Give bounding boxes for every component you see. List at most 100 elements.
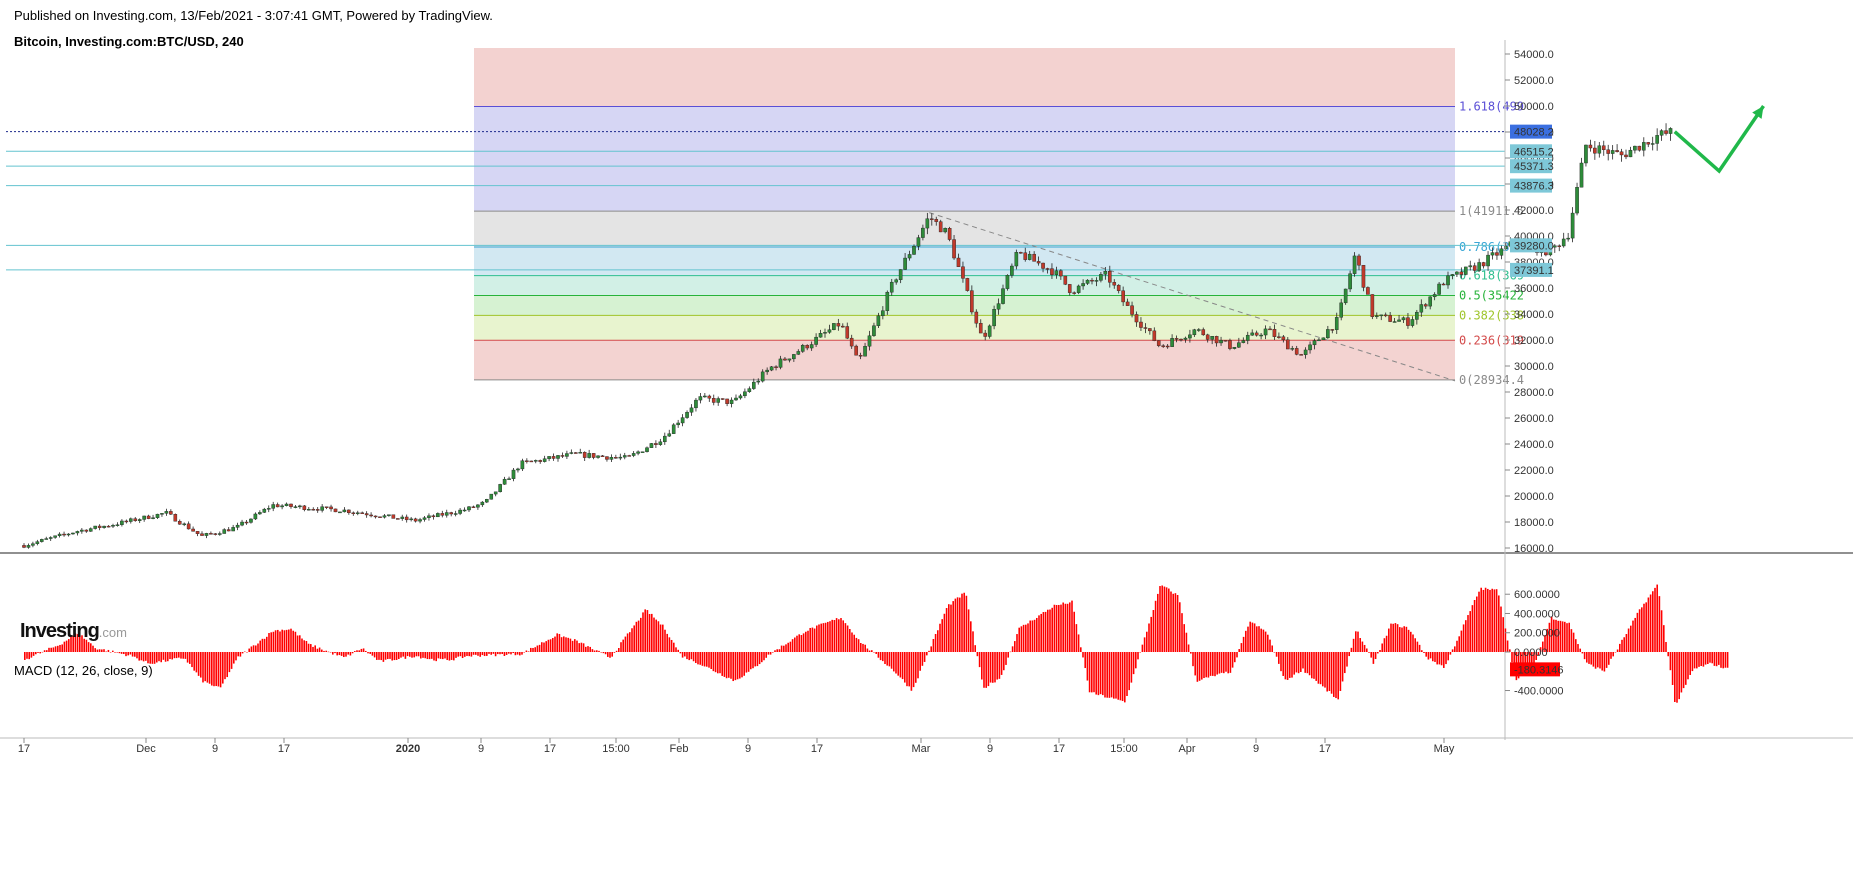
macd-bar: [173, 652, 176, 659]
macd-bar: [307, 643, 310, 652]
candle: [1477, 262, 1481, 271]
macd-bar: [1071, 600, 1073, 652]
macd-bar: [563, 636, 565, 652]
macd-bar: [171, 652, 173, 660]
macd-bar: [917, 652, 919, 679]
macd-bar: [1698, 652, 1700, 667]
macd-bar: [1253, 623, 1256, 652]
macd-bar: [545, 641, 547, 652]
candle: [1490, 252, 1495, 256]
time-tick-label: 2020: [396, 743, 420, 755]
candle: [1655, 135, 1659, 144]
macd-bar: [1632, 620, 1634, 652]
macd-bar: [151, 652, 154, 664]
macd-bar: [1579, 648, 1581, 652]
fib-zone-top: [474, 48, 1455, 107]
candle: [369, 514, 373, 517]
macd-bar: [118, 652, 121, 654]
macd-bar: [367, 652, 369, 654]
candle: [124, 520, 129, 523]
macd-bar: [1680, 652, 1683, 693]
macd-bar: [1370, 652, 1372, 658]
macd-bar: [615, 650, 618, 652]
macd-bar: [1132, 652, 1135, 675]
macd-bar: [406, 652, 409, 657]
macd-bar: [1148, 623, 1150, 652]
candle: [925, 218, 930, 229]
macd-bar: [1293, 652, 1295, 675]
macd-bar: [105, 651, 107, 653]
macd-bar: [1214, 652, 1216, 677]
macd-bar: [1665, 642, 1667, 652]
macd-bar: [1223, 652, 1225, 674]
macd-bar: [1095, 652, 1097, 695]
macd-bar: [1531, 652, 1533, 668]
candle: [489, 493, 494, 500]
candle: [1130, 305, 1134, 315]
macd-bar: [813, 628, 816, 652]
candle: [716, 398, 720, 403]
macd-bar: [1601, 652, 1603, 671]
macd-bar: [85, 639, 88, 652]
price-tick-label: 16000.0: [1514, 543, 1554, 555]
macd-bar: [1502, 617, 1504, 652]
macd-bar: [1636, 612, 1639, 652]
macd-bar: [840, 618, 842, 652]
macd-bar: [1027, 623, 1029, 652]
candle: [787, 358, 792, 361]
candle: [373, 515, 378, 518]
macd-bar: [596, 650, 598, 652]
candle: [436, 513, 440, 518]
candle: [1370, 294, 1375, 317]
macd-bar: [378, 652, 380, 660]
candle: [1348, 273, 1352, 290]
candle: [84, 529, 89, 532]
candle: [235, 524, 240, 528]
macd-bar: [1196, 652, 1199, 682]
macd-bar: [219, 652, 222, 688]
macd-bar: [1165, 587, 1168, 652]
macd-bar: [1284, 652, 1287, 680]
macd-bar: [1192, 652, 1194, 667]
macd-bar: [206, 652, 209, 683]
macd-bar: [1280, 652, 1282, 672]
candle: [596, 455, 600, 458]
candle: [774, 366, 778, 368]
candle: [324, 506, 329, 508]
macd-bar: [1236, 652, 1238, 658]
macd-bar: [1592, 652, 1595, 667]
candle: [40, 539, 44, 542]
macd-bar: [1654, 587, 1656, 652]
macd-bar: [741, 652, 743, 678]
macd-bar: [589, 646, 591, 652]
candle: [431, 515, 436, 518]
macd-bar: [802, 633, 805, 652]
macd-bar: [622, 639, 624, 652]
candle: [533, 460, 538, 462]
macd-bar: [701, 652, 704, 666]
macd-bar: [1130, 652, 1133, 683]
candle: [1463, 266, 1468, 275]
macd-bar: [1319, 652, 1322, 685]
candle: [1219, 340, 1223, 344]
macd-bar: [629, 632, 631, 652]
fib-level-label: 1.618(499: [1459, 100, 1524, 114]
macd-bar: [620, 642, 622, 652]
macd-bar: [1555, 619, 1557, 652]
candle: [907, 254, 912, 259]
candle: [1504, 246, 1508, 249]
macd-bar: [699, 652, 701, 665]
candle: [413, 518, 418, 522]
macd-bar: [1278, 652, 1280, 664]
macd-bar: [417, 652, 420, 657]
macd-bar: [356, 650, 358, 652]
macd-bar: [1445, 652, 1447, 665]
macd-bar: [1374, 652, 1377, 660]
macd-bar: [829, 621, 831, 652]
macd-bar: [1308, 652, 1311, 676]
macd-bar: [1150, 616, 1152, 652]
candle: [1575, 187, 1579, 214]
macd-bar: [1489, 589, 1491, 652]
macd-bar: [1194, 652, 1196, 676]
